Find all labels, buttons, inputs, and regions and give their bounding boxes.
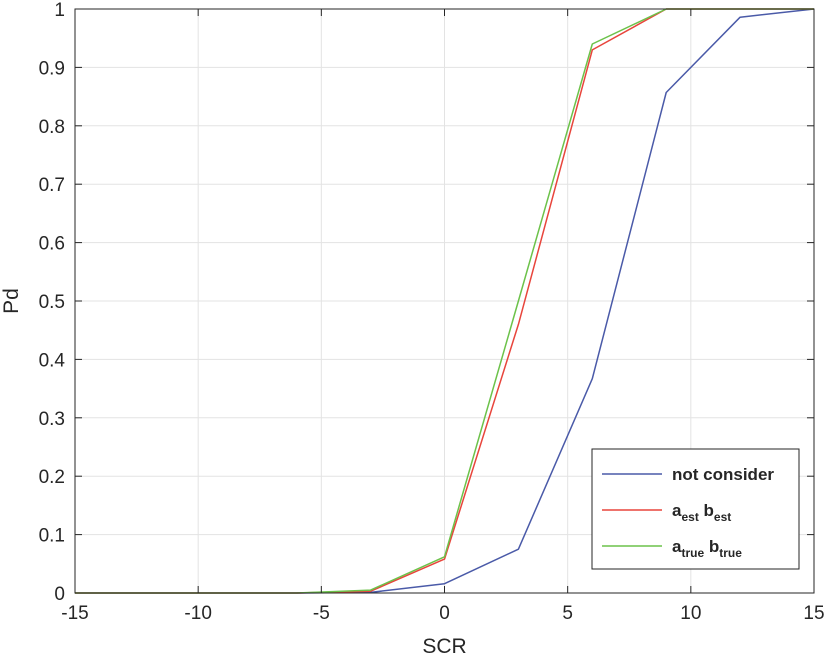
- y-tick-label: 0.5: [39, 292, 65, 313]
- x-tick-label: 0: [439, 603, 450, 624]
- axis-ticks: [74, 8, 815, 594]
- x-axis-label: SCR: [422, 635, 466, 658]
- legend: not consider aest best atrue btrue: [591, 448, 800, 570]
- y-tick-label: 0.8: [39, 117, 65, 138]
- x-tick-label: 10: [680, 603, 701, 624]
- y-tick-label: 0.7: [39, 175, 65, 196]
- x-tick-label: 15: [803, 603, 824, 624]
- legend-label: atrue btrue: [672, 537, 742, 560]
- y-axis-label: Pd: [0, 288, 23, 314]
- x-tick-label: -10: [184, 603, 211, 624]
- x-tick-labels: -15 -10 -5 0 5 10 15: [61, 603, 824, 624]
- legend-label: not consider: [672, 465, 774, 484]
- legend-box: [591, 448, 800, 570]
- x-tick-label: -15: [61, 603, 88, 624]
- y-tick-labels: 0 0.1 0.2 0.3 0.4 0.5 0.6 0.7 0.8 0.9 1: [39, 0, 66, 605]
- y-tick-label: 0.3: [39, 409, 65, 430]
- x-tick-label: 5: [562, 603, 573, 624]
- y-tick-label: 0: [54, 584, 65, 605]
- y-tick-label: 0.9: [39, 58, 65, 79]
- y-tick-label: 1: [54, 0, 65, 21]
- x-tick-label: -5: [313, 603, 330, 624]
- y-tick-label: 0.1: [39, 526, 65, 547]
- y-tick-label: 0.6: [39, 234, 65, 255]
- legend-label: aest best: [672, 501, 731, 524]
- y-tick-label: 0.4: [39, 350, 66, 371]
- y-tick-label: 0.2: [39, 467, 65, 488]
